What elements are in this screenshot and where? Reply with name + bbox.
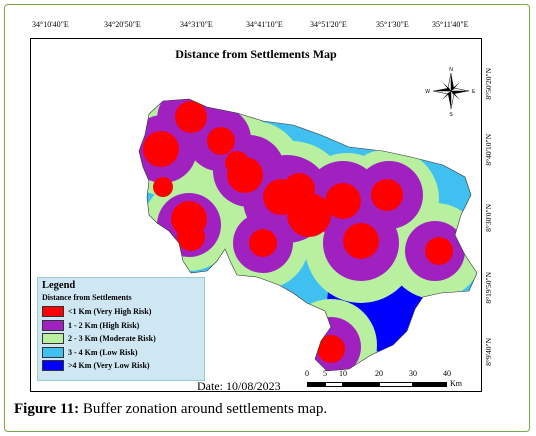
scale-segment xyxy=(325,382,343,387)
west-letter: W xyxy=(425,89,430,95)
zone-very-high-risk xyxy=(143,101,453,363)
latitude-label: 8°50'20"N xyxy=(484,68,493,100)
scale-tick: 10 xyxy=(339,369,347,378)
scale-tick: 20 xyxy=(375,369,383,378)
longitude-label: 35°11'40"E xyxy=(432,20,469,29)
figure-frame xyxy=(4,4,530,432)
map-title: Distance from Settlements Map xyxy=(175,47,337,61)
legend-item: 3 - 4 Km (Low Risk) xyxy=(42,346,200,360)
scale-tick: 0 xyxy=(305,369,309,378)
scale-bar: 0 5 10 20 30 40 Km xyxy=(303,369,473,391)
longitude-label: 34°31'0"E xyxy=(180,20,213,29)
longitude-label: 34°20'50"E xyxy=(104,20,141,29)
legend-item: 2 - 3 Km (Moderate Risk) xyxy=(42,332,200,346)
longitude-label: 34°10'40"E xyxy=(32,20,69,29)
latitude-label: 8°9'40"N xyxy=(484,338,493,366)
region-boundary xyxy=(138,98,478,372)
scale-segment xyxy=(379,382,413,387)
map-figure: 34°10'40"E 34°20'50"E 34°31'0"E 34°41'10… xyxy=(8,16,494,394)
legend-swatch xyxy=(42,360,64,372)
map-canvas: N S E W xyxy=(138,67,478,372)
legend-item-label: 1 - 2 Km (High Risk) xyxy=(68,320,140,330)
scale-segment xyxy=(343,382,379,387)
latitude-label: 8°30'0"N xyxy=(484,204,493,232)
map-date: Date: 10/08/2023 xyxy=(197,379,281,392)
south-letter: S xyxy=(449,112,453,118)
legend-item: <1 Km (Very High Risk) xyxy=(42,305,200,319)
latitude-label: 8°40'10"N xyxy=(484,134,493,166)
legend-swatch xyxy=(42,333,64,345)
caption-text: Buffer zonation around settlements map. xyxy=(79,401,328,417)
map-panel: Distance from Settlements Map xyxy=(30,38,482,392)
east-letter: E xyxy=(472,89,476,95)
longitude-label: 35°1'30"E xyxy=(376,20,409,29)
figure-caption: Figure 11: Buffer zonation around settle… xyxy=(14,401,327,418)
map-legend: Legend Distance from Settlements <1 Km (… xyxy=(37,277,205,381)
longitude-label: 34°51'20"E xyxy=(310,20,347,29)
legend-item: >4 Km (Very Low Risk) xyxy=(42,359,200,373)
legend-swatch xyxy=(42,319,64,331)
legend-item: 1 - 2 Km (High Risk) xyxy=(42,319,200,333)
legend-item-label: >4 Km (Very Low Risk) xyxy=(68,361,150,371)
legend-item-label: 2 - 3 Km (Moderate Risk) xyxy=(68,334,156,344)
scale-segment xyxy=(413,382,447,387)
legend-item-label: 3 - 4 Km (Low Risk) xyxy=(68,347,138,357)
scale-tick: 40 xyxy=(443,369,451,378)
legend-swatch xyxy=(42,346,64,358)
north-arrow-icon: N S E W xyxy=(425,67,476,118)
legend-swatch xyxy=(42,306,64,318)
north-letter: N xyxy=(449,67,453,73)
legend-subtitle: Distance from Settlements xyxy=(42,293,132,302)
scale-segment xyxy=(307,382,325,387)
legend-title: Legend xyxy=(42,280,76,291)
scale-unit: Km xyxy=(450,379,462,388)
latitude-label: 8°19'50"N xyxy=(484,272,493,304)
longitude-label: 34°41'10"E xyxy=(246,20,283,29)
caption-label: Figure 11: xyxy=(14,401,80,417)
legend-item-label: <1 Km (Very High Risk) xyxy=(68,307,152,317)
scale-tick: 30 xyxy=(409,369,417,378)
scale-tick: 5 xyxy=(323,369,327,378)
